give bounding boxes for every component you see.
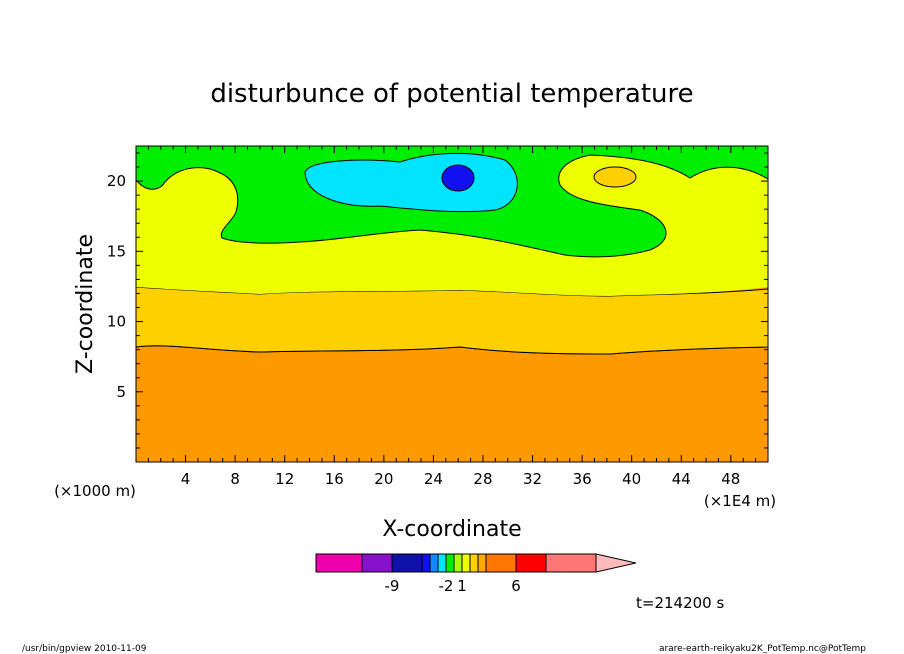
- colorbar-label: 6: [511, 577, 521, 595]
- contour-warm-patch: [593, 166, 637, 188]
- time-label: t=214200 s: [636, 594, 724, 612]
- plot-area: [135, 145, 769, 463]
- x-tick-label: 4: [181, 470, 191, 488]
- colorbar-cell: [485, 553, 517, 573]
- x-tick-label: 44: [672, 470, 691, 488]
- colorbar-cell: [437, 553, 447, 573]
- x-axis: 4 8 12 16 20 24 28 32 36 40 44 48: [147, 146, 757, 488]
- band-orange-edge: [135, 345, 769, 463]
- colorbar-arrow: [595, 553, 637, 573]
- colorbar-label: -2: [439, 577, 454, 595]
- band-gold: [135, 286, 769, 355]
- y-tick-label: 15: [107, 242, 126, 260]
- x-tick-label: 36: [573, 470, 592, 488]
- x-tick-label: 48: [721, 470, 740, 488]
- y-axis: 5 10 15 20: [107, 152, 768, 449]
- x-tick-label: 12: [275, 470, 294, 488]
- colorbar-cell: [445, 553, 455, 573]
- x-tick-label: 8: [230, 470, 240, 488]
- colorbar-cell: [391, 553, 423, 573]
- colorbar-cell: [361, 553, 393, 573]
- x-tick-label: 32: [523, 470, 542, 488]
- y-tick-label: 10: [107, 313, 126, 331]
- colorbar-cell: [545, 553, 597, 573]
- colorbar-label: -9: [385, 577, 400, 595]
- colorbar-cell: [315, 553, 363, 573]
- colorbar-cell: [461, 553, 471, 573]
- x-unit-left: (×1000 m): [54, 482, 136, 500]
- x-tick-label: 28: [473, 470, 492, 488]
- colorbar-cell: [453, 553, 463, 573]
- x-tick-label: 40: [622, 470, 641, 488]
- colorbar-cell: [515, 553, 547, 573]
- x-unit-right: (×1E4 m): [704, 492, 776, 510]
- x-tick-label: 24: [424, 470, 443, 488]
- colorbar-cell: [429, 553, 439, 573]
- colorbar-cell: [469, 553, 479, 573]
- plot-frame: [135, 145, 769, 463]
- y-tick-label: 5: [116, 383, 126, 401]
- footer-right: arare-earth-reikyaku2K_PotTemp.nc@PotTem…: [659, 644, 866, 654]
- colorbar-labels: -9 -2 1 6: [385, 577, 521, 595]
- x-tick-label: 20: [374, 470, 393, 488]
- colorbar: [315, 553, 637, 573]
- colorbar-cell: [421, 553, 431, 573]
- colorbar-cell: [477, 553, 487, 573]
- y-tick-label: 20: [107, 172, 126, 190]
- x-tick-label: 16: [325, 470, 344, 488]
- x-axis-label: X-coordinate: [382, 517, 521, 542]
- colorbar-label: 1: [457, 577, 467, 595]
- chart-title: disturbunce of potential temperature: [210, 79, 693, 109]
- y-axis-label: Z-coordinate: [73, 234, 98, 374]
- footer-left: /usr/bin/gpview 2010-11-09: [22, 644, 147, 654]
- band-blue: [441, 164, 475, 192]
